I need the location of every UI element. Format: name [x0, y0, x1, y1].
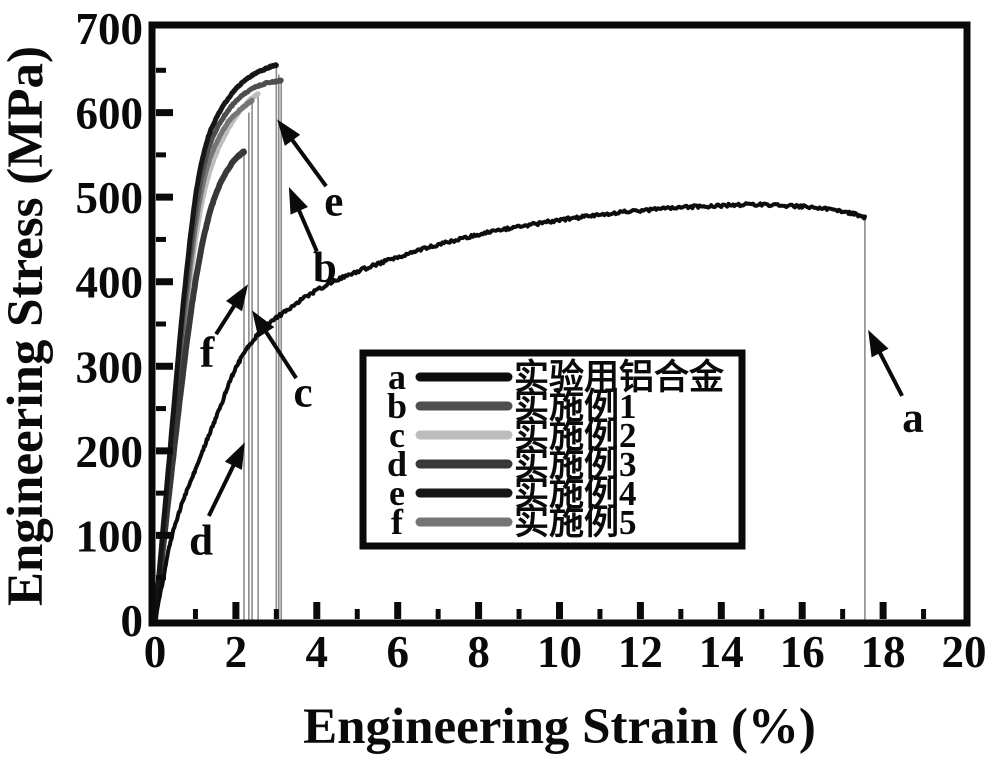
x-tick-label: 12	[618, 627, 663, 677]
arrow-head-b	[288, 186, 308, 215]
y-tick-label: 700	[76, 4, 144, 54]
y-tick-label: 200	[76, 427, 144, 477]
x-tick-label: 14	[699, 627, 744, 677]
legend-key-letter: e	[389, 473, 405, 513]
legend-row-e: e 实施例4	[389, 473, 637, 513]
curve-b	[152, 77, 284, 623]
arrow-line-e	[287, 135, 328, 188]
plot-frame	[148, 21, 971, 627]
x-tick-label: 8	[467, 627, 490, 677]
arrow-head-d	[224, 442, 245, 470]
legend-key-letter: d	[387, 444, 407, 484]
annotation-letter-d: d	[189, 518, 213, 565]
annotation-letter-e: e	[324, 179, 343, 226]
legend-label-c: 实施例2	[514, 416, 637, 455]
arrow-line-b	[295, 205, 319, 253]
legend-label-e: 实施例4	[514, 474, 637, 513]
arrow-head-a	[868, 329, 889, 358]
arrow-head-e	[277, 119, 301, 146]
x-tick-label: 20	[942, 627, 987, 677]
x-tick-label: 18	[861, 627, 906, 677]
arrow-line-a	[875, 347, 904, 397]
legend-row-c: c 实施例2	[389, 415, 637, 455]
arrow-line-d	[207, 460, 238, 517]
legend-key-letter: a	[388, 357, 406, 397]
annotation-letter-c: c	[294, 370, 313, 417]
arrow-line-c	[261, 326, 298, 380]
legend-row-d: d 实施例3	[387, 444, 637, 484]
x-tick-label: 0	[144, 627, 167, 677]
y-axis-title: Engineering Stress (MPa)	[0, 46, 54, 606]
x-tick-label: 6	[386, 627, 409, 677]
annotation-letter-b: b	[313, 244, 337, 291]
y-tick-label: 100	[76, 511, 144, 561]
x-tick-label: 10	[537, 627, 582, 677]
legend-key-letter: c	[389, 415, 405, 455]
legend-label-b: 实施例1	[514, 387, 637, 426]
legend-row-f: f 实施例5	[391, 502, 637, 542]
curve-a	[153, 201, 867, 622]
axis-ticks	[156, 67, 927, 619]
curves	[152, 62, 867, 623]
annotation-letter-f: f	[200, 330, 215, 377]
legend: a 实验用铝合金 b 实施例1 c 实施例2 d 实施例3 e 实施例4 f 实施例5	[359, 349, 746, 550]
arrow-head-f	[226, 284, 249, 312]
x-tick-label: 4	[306, 627, 329, 677]
fracture-drop-lines	[243, 65, 866, 620]
legend-row-a: a 实验用铝合金	[388, 357, 725, 397]
curve-d	[152, 148, 247, 623]
y-tick-label: 500	[76, 173, 144, 223]
y-tick-label: 600	[76, 89, 144, 139]
curve-e	[152, 62, 279, 623]
legend-key-letter: f	[391, 502, 404, 542]
legend-row-b: b 实施例1	[387, 386, 637, 426]
axis-labels: 0 2 4 6 8 10 12 14 16 18 200100200300400500600700E…	[0, 4, 987, 755]
y-tick-label: 300	[76, 342, 144, 392]
legend-key-letter: b	[387, 386, 407, 426]
axes-frame	[148, 21, 971, 627]
legend-box	[359, 349, 746, 550]
x-tick-label: 16	[780, 627, 825, 677]
legend-label-f: 实施例5	[514, 503, 637, 542]
arrow-head-c	[252, 310, 275, 338]
y-tick-label: 0	[121, 596, 144, 646]
legend-label-d: 实施例3	[514, 445, 637, 484]
x-axis-title: Engineering Strain (%)	[303, 699, 816, 755]
legend-label-a: 实验用铝合金	[514, 357, 725, 397]
arrow-line-f	[214, 300, 239, 336]
x-tick-label: 2	[225, 627, 248, 677]
annotation-letter-a: a	[902, 395, 924, 442]
y-tick-label: 400	[76, 258, 144, 308]
